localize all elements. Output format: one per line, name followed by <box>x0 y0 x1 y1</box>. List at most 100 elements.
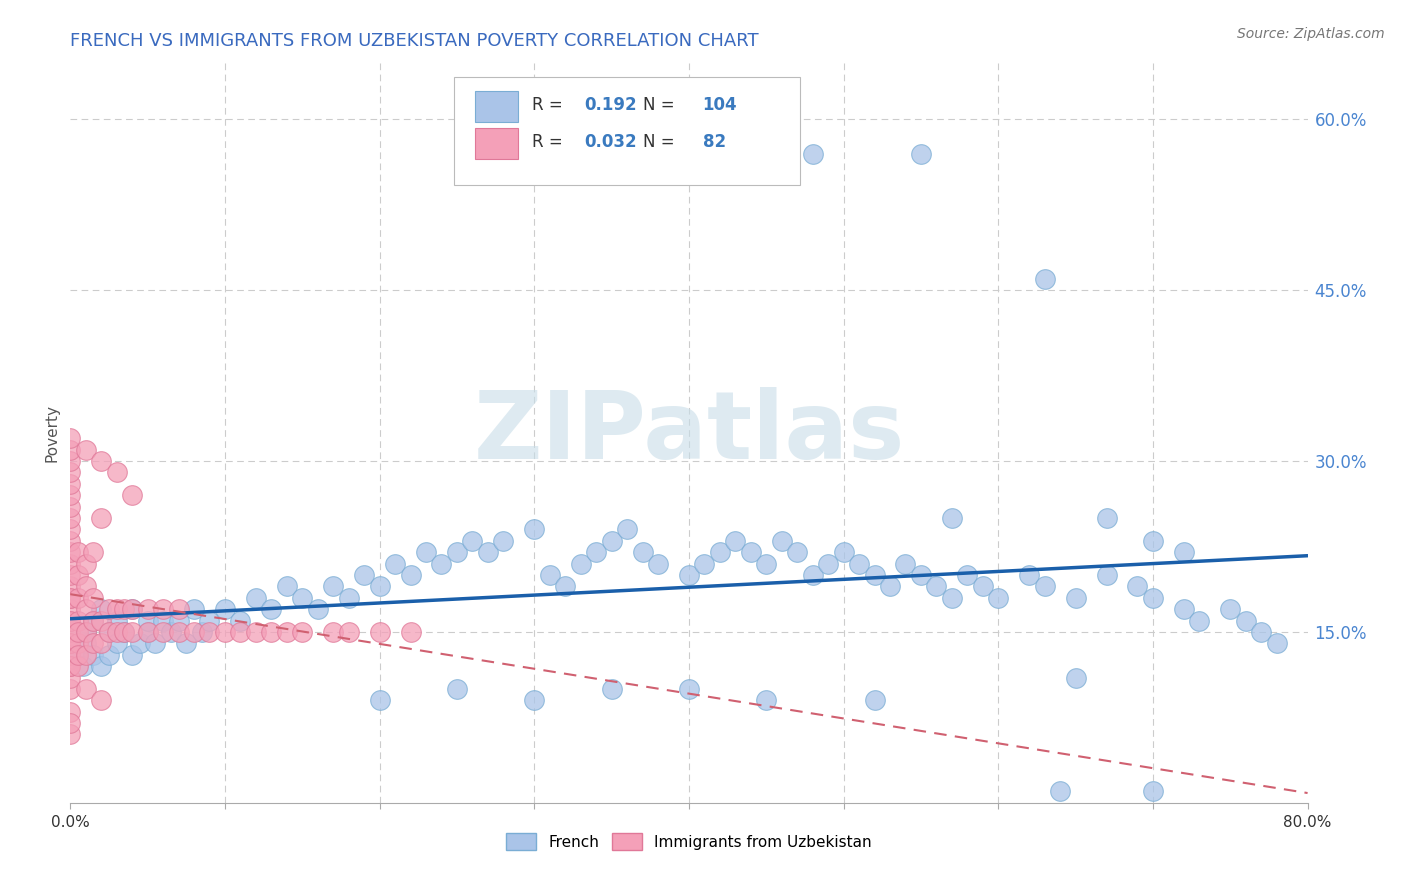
Point <box>59 648 82 662</box>
Text: ZIPatlas: ZIPatlas <box>474 386 904 479</box>
Point <box>67 624 90 639</box>
Point <box>160 624 183 639</box>
Point <box>353 568 375 582</box>
Point <box>90 602 112 616</box>
Point <box>105 466 128 480</box>
Point <box>183 624 205 639</box>
Point <box>59 442 82 457</box>
Point <box>291 591 314 605</box>
Point <box>229 614 252 628</box>
Point <box>59 579 82 593</box>
Point <box>90 511 112 525</box>
Point <box>114 624 135 639</box>
Point <box>67 636 90 650</box>
Text: FRENCH VS IMMIGRANTS FROM UZBEKISTAN POVERTY CORRELATION CHART: FRENCH VS IMMIGRANTS FROM UZBEKISTAN POV… <box>70 32 759 50</box>
Point <box>114 602 135 616</box>
Point <box>770 533 793 548</box>
Point <box>82 614 105 628</box>
Point <box>724 533 747 548</box>
Point <box>337 624 360 639</box>
Point <box>152 624 174 639</box>
Point <box>59 727 82 741</box>
Point <box>90 636 112 650</box>
Point <box>90 659 112 673</box>
Point <box>368 579 391 593</box>
Point <box>1142 533 1164 548</box>
Point <box>59 671 82 685</box>
Point <box>82 545 105 559</box>
Point <box>863 568 886 582</box>
Point <box>430 557 453 571</box>
Point <box>1219 602 1241 616</box>
Point <box>67 614 90 628</box>
Point <box>59 681 82 696</box>
FancyBboxPatch shape <box>475 91 519 121</box>
Point <box>832 545 855 559</box>
Point <box>446 545 468 559</box>
Point <box>941 511 963 525</box>
Point <box>415 545 437 559</box>
Point <box>145 636 166 650</box>
Point <box>1173 545 1195 559</box>
Point <box>67 591 90 605</box>
Text: R =: R = <box>531 96 568 114</box>
Point <box>174 636 197 650</box>
Point <box>925 579 948 593</box>
Point <box>1033 579 1056 593</box>
Point <box>693 557 716 571</box>
Y-axis label: Poverty: Poverty <box>44 403 59 462</box>
Point <box>59 523 82 537</box>
Point <box>136 624 159 639</box>
Point <box>59 557 82 571</box>
Point <box>461 533 484 548</box>
Point <box>136 624 159 639</box>
Point <box>276 624 298 639</box>
Point <box>90 614 112 628</box>
Point <box>152 614 174 628</box>
Point <box>554 579 576 593</box>
Point <box>678 568 700 582</box>
Point <box>75 579 97 593</box>
Point <box>105 636 128 650</box>
Point <box>90 454 112 468</box>
FancyBboxPatch shape <box>454 78 800 185</box>
Point <box>59 591 82 605</box>
Point <box>399 624 422 639</box>
Point <box>384 557 406 571</box>
Point <box>538 568 561 582</box>
Text: 104: 104 <box>703 96 737 114</box>
Point <box>98 602 120 616</box>
Point <box>90 693 112 707</box>
Point <box>59 636 82 650</box>
Point <box>59 614 82 628</box>
Point <box>72 659 94 673</box>
Point <box>523 693 546 707</box>
Point <box>1234 614 1257 628</box>
Point <box>167 624 190 639</box>
Point <box>114 624 135 639</box>
Point <box>121 624 143 639</box>
Point <box>956 568 979 582</box>
Point <box>59 659 82 673</box>
Point <box>75 442 97 457</box>
Point <box>801 146 824 161</box>
Point <box>245 624 267 639</box>
Point <box>75 624 97 639</box>
Point <box>368 693 391 707</box>
Point <box>1142 591 1164 605</box>
Point <box>67 545 90 559</box>
Point <box>67 648 90 662</box>
Point <box>368 624 391 639</box>
Point <box>322 624 344 639</box>
Point <box>801 568 824 582</box>
Point <box>59 500 82 514</box>
Point <box>616 523 638 537</box>
Point <box>75 602 97 616</box>
Point <box>75 557 97 571</box>
Point <box>740 545 762 559</box>
Point <box>972 579 994 593</box>
Text: 82: 82 <box>703 134 725 152</box>
Point <box>1250 624 1272 639</box>
Point <box>894 557 917 571</box>
Point <box>1095 511 1118 525</box>
